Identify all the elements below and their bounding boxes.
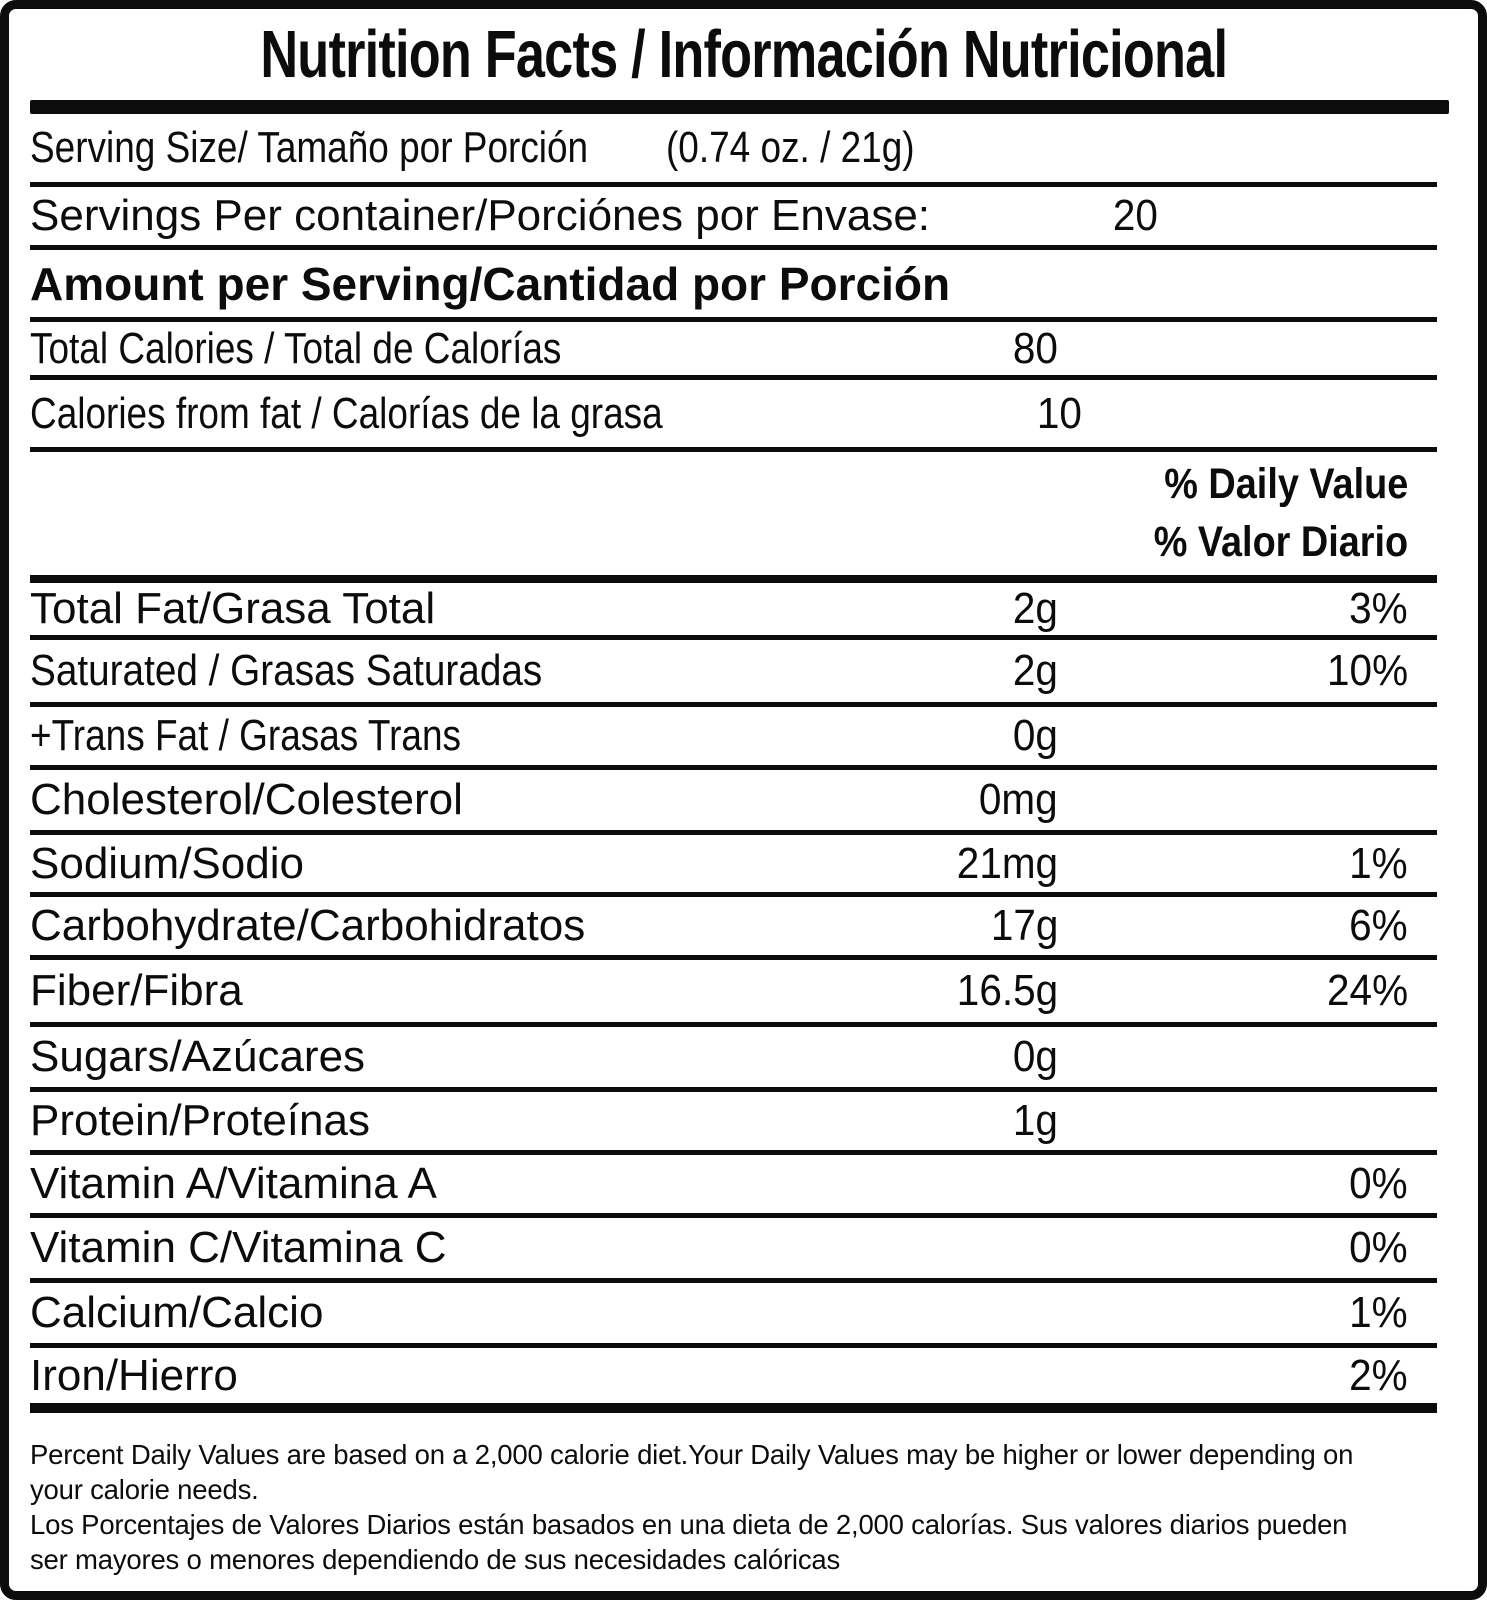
row-total-calories: Total Calories / Total de Calorías 80 bbox=[30, 322, 1437, 380]
amount-value: 0g bbox=[1012, 711, 1058, 760]
amount-value: 0mg bbox=[979, 775, 1058, 824]
nutrient-label: Sugars/Azúcares bbox=[30, 1032, 366, 1081]
row-carbohydrate: Carbohydrate/Carbohidratos 17g 6% bbox=[30, 897, 1437, 960]
daily-value-percent: 0% bbox=[1349, 1223, 1408, 1272]
amount-value: 0g bbox=[1012, 1032, 1058, 1081]
nutrient-label: Protein/Proteínas bbox=[30, 1096, 370, 1145]
nutrient-label: +Trans Fat / Grasas Trans bbox=[30, 711, 461, 760]
footnote-spanish: Los Porcentajes de Valores Diarios están… bbox=[30, 1509, 1348, 1575]
amount-value: 17g bbox=[990, 901, 1058, 950]
row-total-fat: Total Fat/Grasa Total 2g 3% bbox=[30, 583, 1437, 640]
nutrient-label: Iron/Hierro bbox=[30, 1350, 238, 1400]
row-servings-per-container: Servings Per container/Porciónes por Env… bbox=[30, 187, 1437, 250]
amount-value: 21mg bbox=[956, 838, 1058, 888]
calories-from-fat-label: Calories from fat / Calorías de la grasa bbox=[30, 388, 663, 438]
daily-value-percent: 24% bbox=[1326, 966, 1408, 1015]
title-divider-bar bbox=[30, 100, 1449, 114]
row-calories-from-fat: Calories from fat / Calorías de la grasa… bbox=[30, 380, 1437, 452]
serving-size-value: (0.74 oz. / 21g) bbox=[666, 123, 915, 172]
daily-value-header-es: % Valor Diario bbox=[1153, 517, 1408, 566]
row-fiber: Fiber/Fibra 16.5g 24% bbox=[30, 960, 1437, 1027]
servings-per-container-label: Servings Per container/Porciónes por Env… bbox=[30, 191, 931, 240]
daily-value-header: % Daily Value % Valor Diario bbox=[30, 452, 1437, 583]
amount-value: 2g bbox=[1012, 646, 1058, 695]
calories-from-fat-value: 10 bbox=[1036, 388, 1082, 438]
nutrient-label: Vitamin C/Vitamina C bbox=[30, 1223, 447, 1272]
nutrient-label: Total Fat/Grasa Total bbox=[30, 584, 436, 633]
row-calcium: Calcium/Calcio 1% bbox=[30, 1283, 1437, 1348]
row-vitamin-a: Vitamin A/Vitamina A 0% bbox=[30, 1155, 1437, 1218]
daily-value-percent: 10% bbox=[1326, 646, 1408, 695]
daily-value-percent: 1% bbox=[1349, 1288, 1408, 1337]
label-body: Serving Size/ Tamaño por Porción (0.74 o… bbox=[30, 114, 1437, 1577]
nutrient-label: Fiber/Fibra bbox=[30, 966, 243, 1015]
amount-value: 2g bbox=[1012, 584, 1058, 633]
daily-value-percent: 0% bbox=[1349, 1159, 1408, 1208]
total-calories-label: Total Calories / Total de Calorías bbox=[30, 323, 562, 373]
footnote-english: Percent Daily Values are based on a 2,00… bbox=[30, 1439, 1354, 1505]
row-saturated-fat: Saturated / Grasas Saturadas 2g 10% bbox=[30, 640, 1437, 707]
row-sugars: Sugars/Azúcares 0g bbox=[30, 1027, 1437, 1092]
row-amount-per-serving-header: Amount per Serving/Cantidad por Porción bbox=[30, 250, 1437, 322]
row-trans-fat: +Trans Fat / Grasas Trans 0g bbox=[30, 707, 1437, 770]
daily-value-header-en: % Daily Value bbox=[1164, 460, 1408, 509]
amount-value: 1g bbox=[1012, 1096, 1058, 1145]
row-cholesterol: Cholesterol/Colesterol 0mg bbox=[30, 770, 1437, 835]
amount-per-serving-label: Amount per Serving/Cantidad por Porción bbox=[30, 257, 951, 310]
nutrient-label: Sodium/Sodio bbox=[30, 838, 304, 888]
nutrient-label: Vitamin A/Vitamina A bbox=[30, 1159, 437, 1208]
daily-value-percent: 6% bbox=[1349, 901, 1408, 950]
nutrient-label: Cholesterol/Colesterol bbox=[30, 775, 463, 824]
nutrient-label: Calcium/Calcio bbox=[30, 1288, 324, 1337]
daily-value-percent: 2% bbox=[1349, 1350, 1408, 1400]
daily-value-percent: 3% bbox=[1349, 584, 1408, 633]
row-sodium: Sodium/Sodio 21mg 1% bbox=[30, 835, 1437, 897]
total-calories-value: 80 bbox=[1012, 323, 1058, 373]
row-serving-size: Serving Size/ Tamaño por Porción (0.74 o… bbox=[30, 114, 1437, 187]
label-title: Nutrition Facts / Información Nutriciona… bbox=[260, 17, 1228, 92]
serving-size-label: Serving Size/ Tamaño por Porción bbox=[30, 123, 589, 172]
row-vitamin-c: Vitamin C/Vitamina C 0% bbox=[30, 1218, 1437, 1283]
nutrient-label: Carbohydrate/Carbohidratos bbox=[30, 901, 586, 950]
servings-per-container-value: 20 bbox=[1113, 191, 1159, 240]
row-iron: Iron/Hierro 2% bbox=[30, 1348, 1437, 1413]
nutrient-label: Saturated / Grasas Saturadas bbox=[30, 646, 543, 695]
daily-value-percent: 1% bbox=[1349, 838, 1408, 888]
title-row: Nutrition Facts / Información Nutriciona… bbox=[9, 9, 1478, 100]
footnote: Percent Daily Values are based on a 2,00… bbox=[30, 1413, 1437, 1577]
row-protein: Protein/Proteínas 1g bbox=[30, 1092, 1437, 1155]
amount-value: 16.5g bbox=[956, 966, 1058, 1015]
